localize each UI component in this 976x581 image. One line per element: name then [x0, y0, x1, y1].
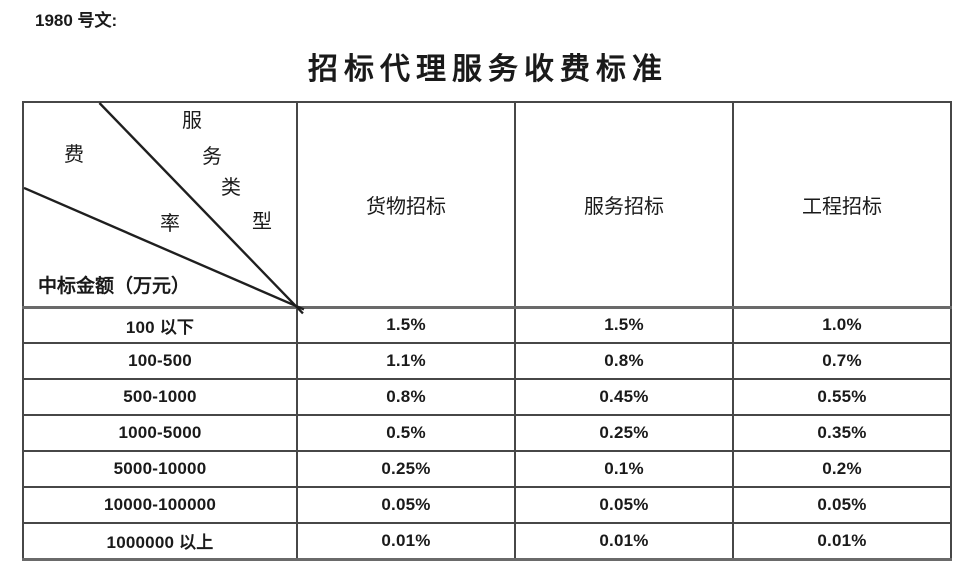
rate-cell: 0.01%	[732, 522, 952, 560]
rate-cell: 0.45%	[514, 378, 734, 416]
table-row: 500-1000 0.8% 0.45% 0.55%	[22, 378, 952, 416]
table-row: 100-500 1.1% 0.8% 0.7%	[22, 342, 952, 380]
rate-cell: 0.05%	[732, 486, 952, 524]
rate-cell: 0.8%	[296, 378, 516, 416]
rate-cell: 1.1%	[296, 342, 516, 380]
rate-cell: 0.25%	[514, 414, 734, 452]
corner-rate-char-2: 率	[160, 213, 180, 235]
corner-rate-char-1: 费	[64, 144, 84, 166]
rate-cell: 0.05%	[296, 486, 516, 524]
amount-range-cell: 1000000 以上	[22, 522, 298, 560]
rate-cell: 0.25%	[296, 450, 516, 488]
rate-cell: 0.1%	[514, 450, 734, 488]
rate-cell: 1.0%	[732, 306, 952, 344]
doc-number-label: 1980 号文:	[35, 11, 118, 30]
rate-cell: 0.01%	[296, 522, 516, 560]
corner-header-cell: 服 务 类 型 费 率 中标金额（万元）	[22, 101, 305, 315]
corner-service-type-char-1: 服	[182, 110, 202, 132]
page-title: 招标代理服务收费标准	[308, 53, 668, 86]
rate-cell: 0.35%	[732, 414, 952, 452]
rate-cell: 0.7%	[732, 342, 952, 380]
diagonal-line-lower	[23, 186, 305, 311]
corner-service-type-char-4: 型	[252, 211, 272, 233]
amount-range-cell: 5000-10000	[22, 450, 298, 488]
rate-cell: 1.5%	[296, 306, 516, 344]
fee-standard-table: 服 务 类 型 费 率 中标金额（万元） 货物招标 服务招标 工程招标 100 …	[22, 101, 952, 561]
column-header-works-bidding: 工程招标	[732, 101, 952, 308]
header-row: 服 务 类 型 费 率 中标金额（万元） 货物招标 服务招标 工程招标	[22, 101, 952, 315]
rate-cell: 0.05%	[514, 486, 734, 524]
rate-cell: 0.8%	[514, 342, 734, 380]
corner-amount-label: 中标金额（万元）	[38, 276, 191, 297]
column-header-goods-bidding: 货物招标	[296, 101, 516, 308]
corner-service-type-char-3: 类	[221, 177, 241, 199]
rate-cell: 1.5%	[514, 306, 734, 344]
corner-service-type-char-2: 务	[202, 146, 222, 168]
diagonal-line-upper	[98, 102, 304, 315]
table-row: 10000-100000 0.05% 0.05% 0.05%	[22, 486, 952, 524]
amount-range-cell: 500-1000	[22, 378, 298, 416]
rate-cell: 0.2%	[732, 450, 952, 488]
rate-cell: 0.55%	[732, 378, 952, 416]
rate-cell: 0.01%	[514, 522, 734, 560]
rate-cell: 0.5%	[296, 414, 516, 452]
table-row: 100 以下 1.5% 1.5% 1.0%	[22, 306, 952, 344]
table-row: 5000-10000 0.25% 0.1% 0.2%	[22, 450, 952, 488]
amount-range-cell: 10000-100000	[22, 486, 298, 524]
diagonal-divider	[23, 102, 305, 315]
table-row: 1000-5000 0.5% 0.25% 0.35%	[22, 414, 952, 452]
amount-range-cell: 100 以下	[22, 306, 298, 344]
table-row: 1000000 以上 0.01% 0.01% 0.01%	[22, 522, 952, 560]
column-header-service-bidding: 服务招标	[514, 101, 734, 308]
amount-range-cell: 100-500	[22, 342, 298, 380]
amount-range-cell: 1000-5000	[22, 414, 298, 452]
